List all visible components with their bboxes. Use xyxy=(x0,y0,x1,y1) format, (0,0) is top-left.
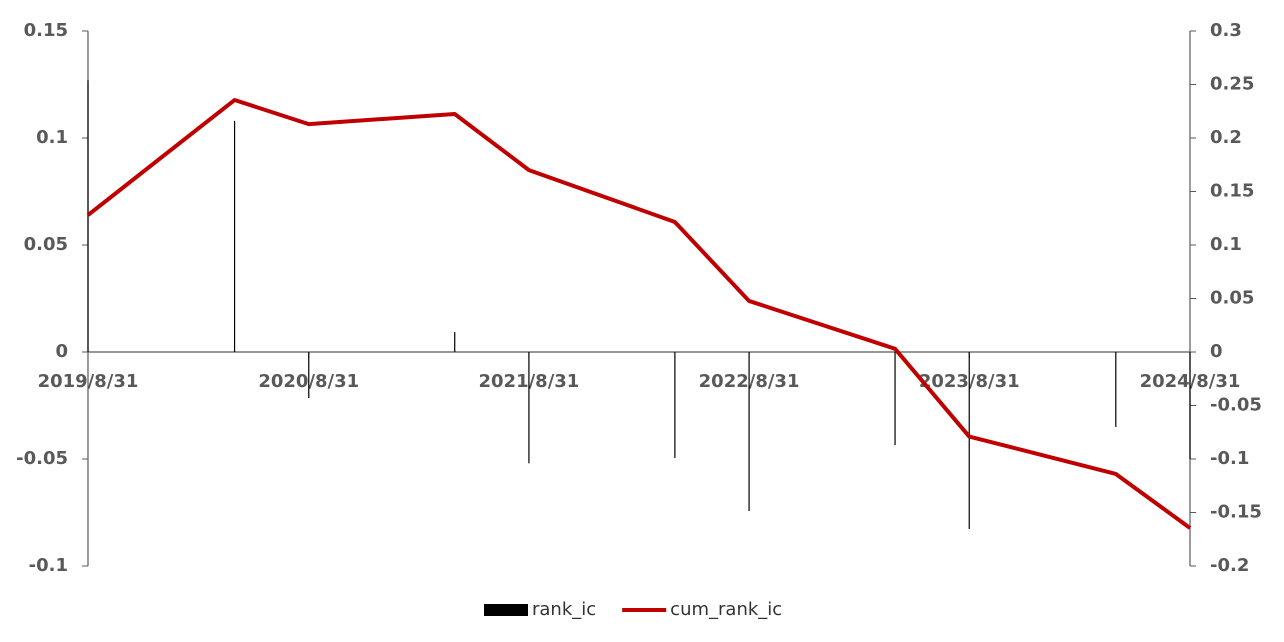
y2-tick-label: -0.15 xyxy=(1210,502,1262,523)
y2-tick-label: 0.25 xyxy=(1210,74,1254,95)
legend-label: cum_rank_ic xyxy=(670,599,782,620)
y2-tick-label: -0.05 xyxy=(1210,395,1262,416)
bar xyxy=(894,352,896,446)
y-tick-label: -0.1 xyxy=(29,555,68,576)
y2-tick-label: 0.2 xyxy=(1210,127,1242,148)
y2-tick-label: 0.3 xyxy=(1210,20,1242,41)
bar xyxy=(968,352,970,529)
bar xyxy=(233,120,236,352)
bar xyxy=(674,352,676,458)
y2-tick-label: -0.1 xyxy=(1210,448,1249,469)
line xyxy=(86,98,1192,530)
y2-tick-label: 0.1 xyxy=(1210,234,1242,255)
bar xyxy=(308,352,310,399)
x-tick-label: 2019/8/31 xyxy=(38,371,139,392)
y-tick-label: 0.1 xyxy=(36,127,68,148)
bar xyxy=(454,332,456,352)
y2-tick-label: -0.2 xyxy=(1210,555,1249,576)
legend-label: rank_ic xyxy=(532,599,596,620)
bar xyxy=(748,352,750,512)
y-tick-label: 0.15 xyxy=(24,20,68,41)
y2-tick-label: 0.15 xyxy=(1210,181,1254,202)
y2-tick-label: 0 xyxy=(1210,341,1223,362)
bar xyxy=(1115,352,1117,427)
y-tick-label: 0.05 xyxy=(24,234,68,255)
y2-tick-label: 0.05 xyxy=(1210,288,1254,309)
bar xyxy=(87,80,89,352)
y-tick-label: 0 xyxy=(55,341,68,362)
y-tick-label: -0.05 xyxy=(16,448,68,469)
legend-swatch xyxy=(484,604,528,616)
bar xyxy=(1189,352,1191,459)
bar xyxy=(528,352,530,464)
